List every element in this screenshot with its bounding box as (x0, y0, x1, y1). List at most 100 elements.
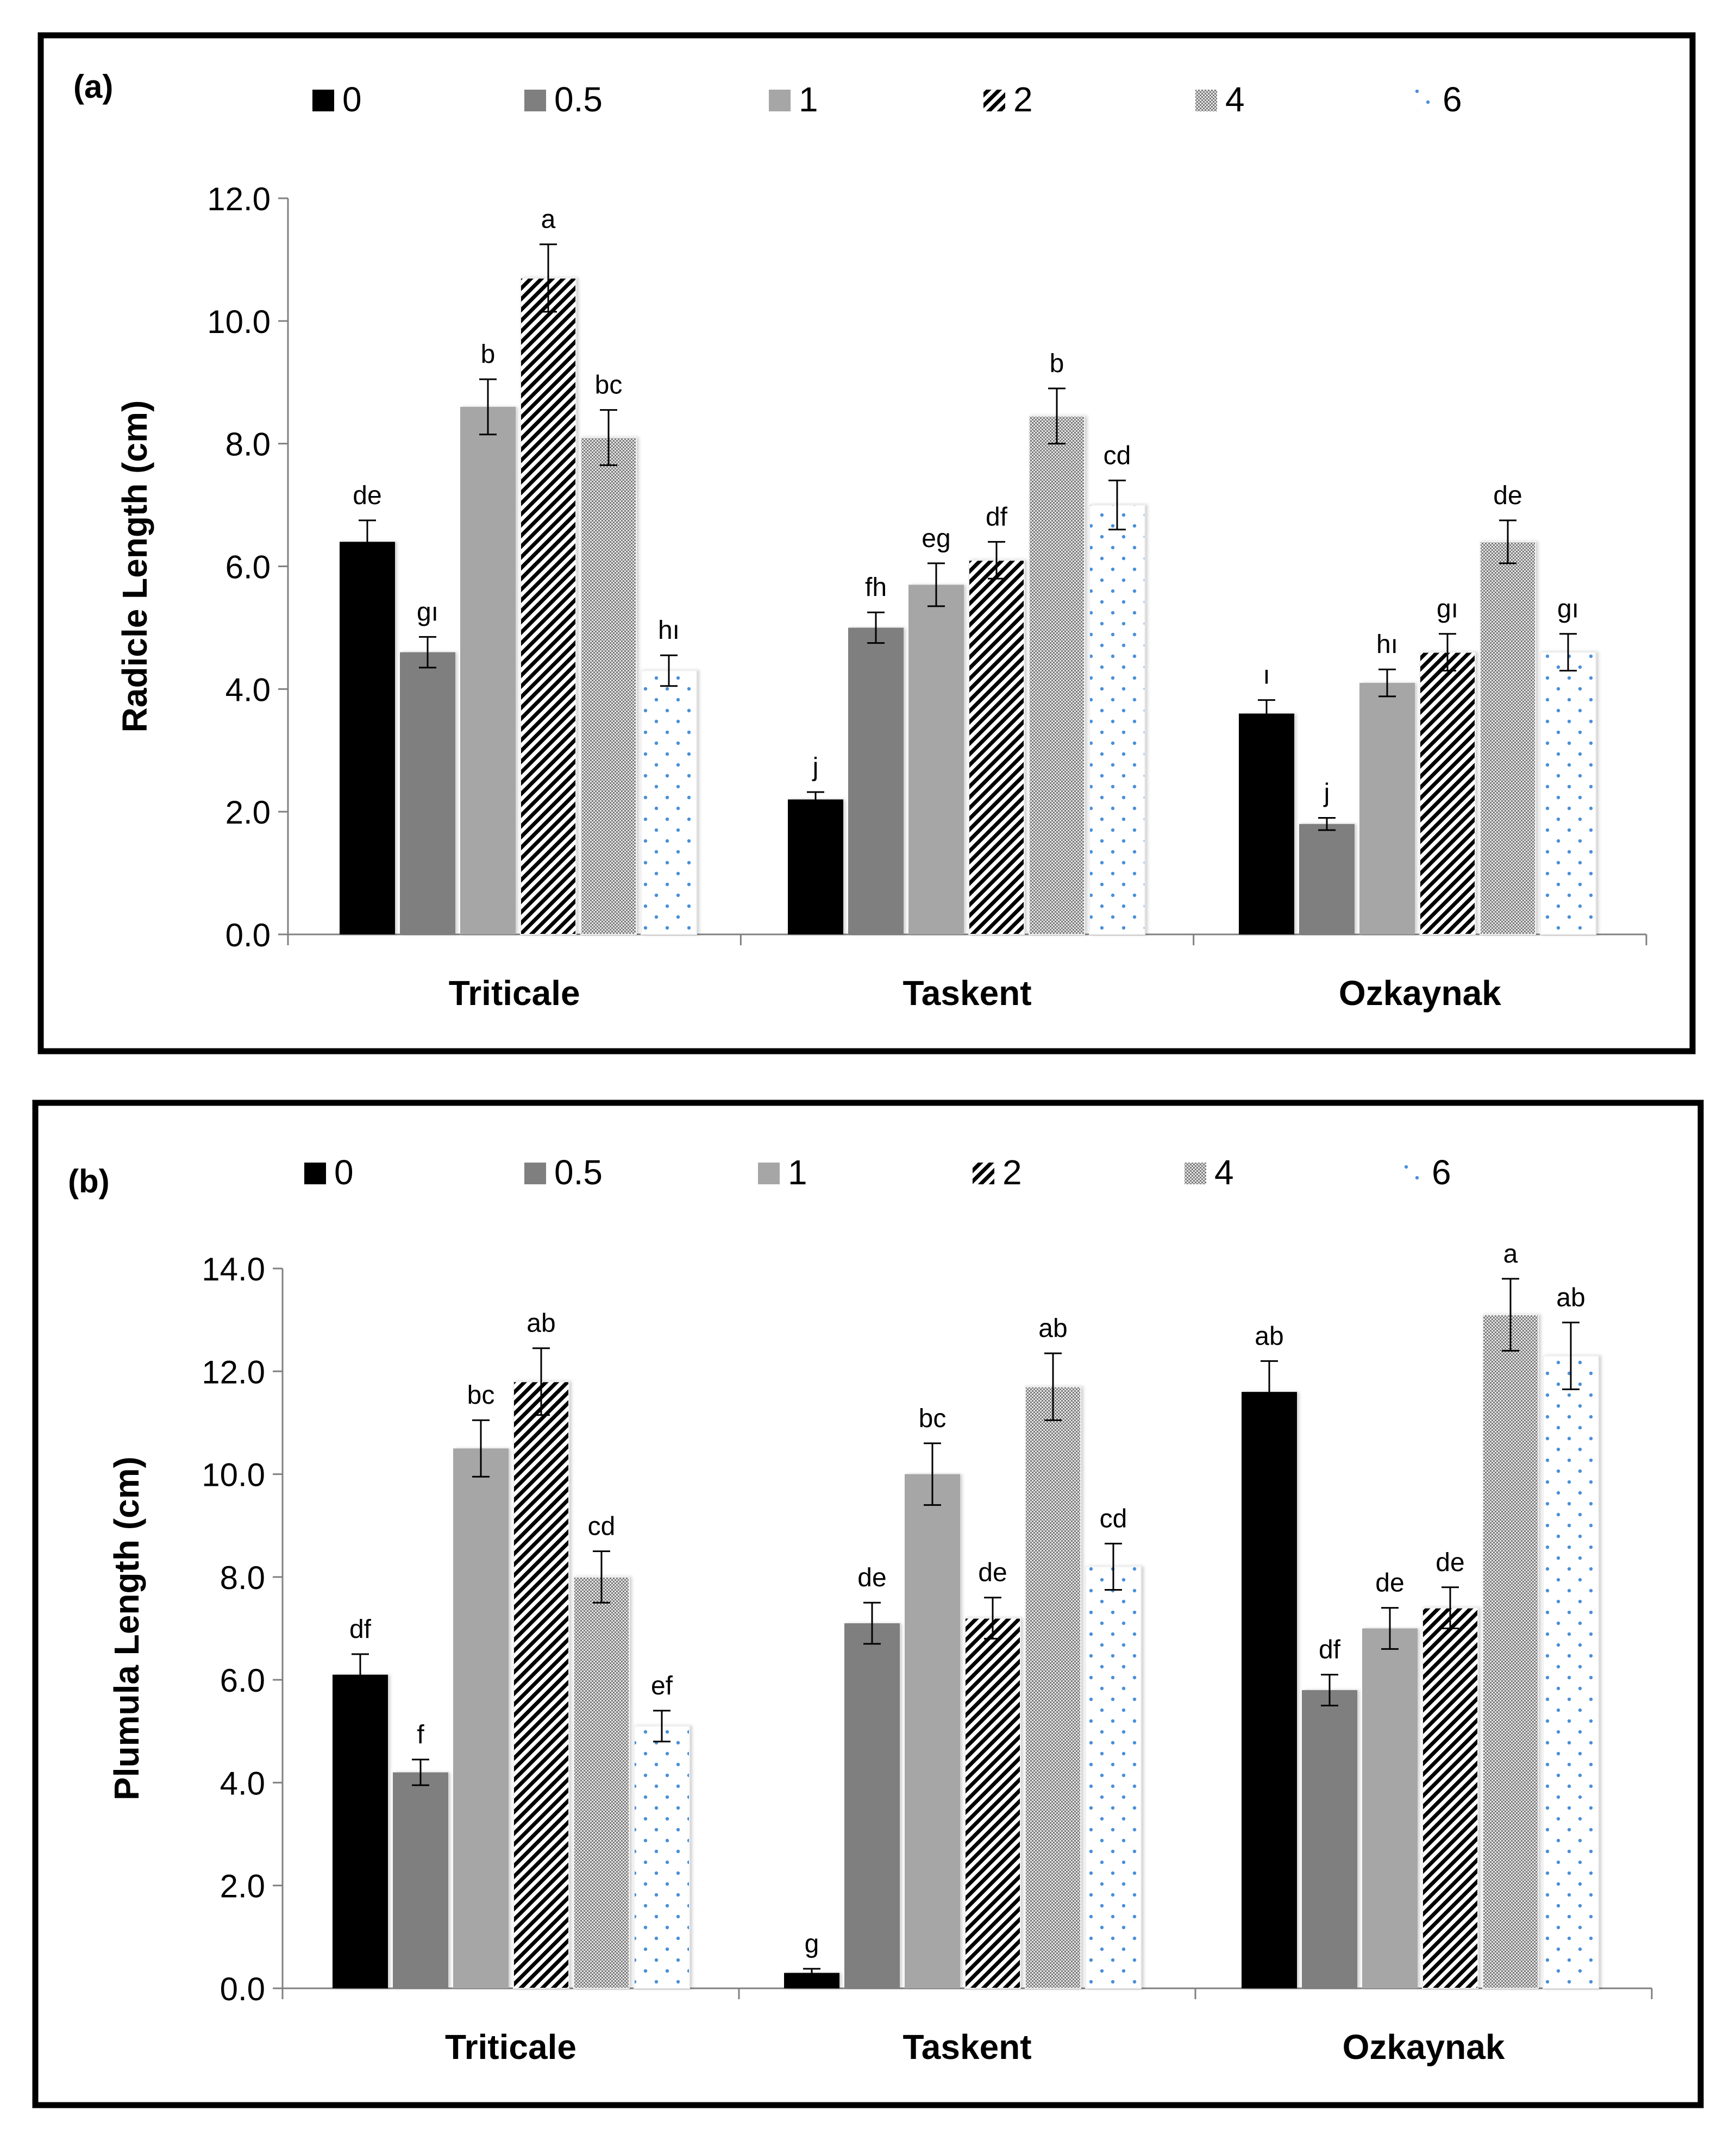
legend-swatch (758, 1163, 780, 1184)
bar-0_5-triticale (393, 1772, 448, 1988)
legend-label: 1 (788, 1153, 807, 1192)
significance-letter: gı (1557, 595, 1579, 624)
legend-label: 4 (1214, 1153, 1234, 1192)
significance-letter: eg (922, 524, 950, 553)
bar-1-ozkaynak (1362, 1628, 1418, 1988)
significance-letter: bc (919, 1404, 947, 1433)
significance-letter: ef (651, 1672, 673, 1700)
legend-swatch (304, 1163, 326, 1184)
significance-letter: ab (1038, 1314, 1067, 1343)
legend-label: 6 (1432, 1153, 1451, 1192)
significance-letter: j (1323, 778, 1330, 807)
y-tick-label: 12.0 (207, 181, 271, 217)
legend-swatch (973, 1163, 994, 1184)
bar-0_5-ozkaynak (1299, 824, 1355, 934)
significance-letter: bc (467, 1381, 495, 1410)
bar-1-triticale (460, 406, 516, 934)
y-axis-title: Radicle Length (cm) (115, 400, 154, 733)
bar-0_5-triticale (400, 652, 455, 934)
panel-a-plot: 0.0 2.0 4.0 6.0 8.0 10.0 12.0 Triticale Taskent O… (115, 80, 1647, 1013)
panel-b-label: (b) (68, 1163, 110, 1200)
panel-a-label: (a) (73, 68, 113, 105)
significance-letter: de (1436, 1548, 1464, 1577)
y-tick-label: 10.0 (202, 1457, 265, 1493)
legend-swatch (524, 1163, 546, 1184)
significance-letter: de (1375, 1569, 1404, 1598)
significance-letter: df (349, 1615, 372, 1644)
y-tick-label: 10.0 (207, 304, 271, 340)
y-tick-label: 12.0 (202, 1354, 265, 1390)
bar-4-taskent (1029, 415, 1085, 935)
legend-swatch (312, 90, 334, 111)
legend-swatch (1413, 90, 1434, 111)
bar-6-taskent (1089, 504, 1145, 935)
significance-letter: ab (1255, 1322, 1283, 1351)
legend-label: 0 (334, 1153, 354, 1192)
significance-letter: df (986, 503, 1008, 531)
significance-letter: j (812, 753, 819, 782)
y-tick-label: 2.0 (225, 794, 271, 831)
bar-0-ozkaynak (1239, 713, 1294, 934)
legend-swatch (524, 90, 546, 111)
bar-2-ozkaynak (1422, 1607, 1478, 1989)
y-tick-label: 4.0 (225, 671, 271, 708)
category-label: Taskent (903, 974, 1031, 1013)
legend-label: 6 (1443, 80, 1462, 119)
bar-0_5-taskent (844, 1623, 900, 1988)
category-label: Ozkaynak (1343, 2027, 1505, 2067)
y-tick-label: 6.0 (220, 1662, 265, 1699)
significance-letter: df (1319, 1636, 1341, 1665)
significance-letter: cd (1104, 441, 1131, 470)
bar-1-ozkaynak (1359, 683, 1415, 934)
y-tick-label: 8.0 (225, 426, 271, 463)
bar-4-triticale (573, 1576, 630, 1989)
bar-4-ozkaynak (1482, 1314, 1539, 1989)
y-tick-label: 0.0 (225, 917, 271, 953)
significance-letter: ı (1263, 661, 1270, 690)
y-tick-label: 14.0 (202, 1251, 265, 1288)
y-axis-title: Plumula Length (cm) (107, 1456, 146, 1800)
bar-2-ozkaynak (1419, 651, 1476, 935)
legend-label: 4 (1225, 80, 1245, 119)
significance-letter: cd (588, 1512, 616, 1541)
significance-letter: de (857, 1563, 886, 1592)
legend-swatch (769, 90, 791, 111)
bar-1-taskent (905, 1474, 960, 1988)
category-label: Ozkaynak (1339, 974, 1501, 1013)
bar-6-ozkaynak (1540, 651, 1596, 935)
legend-label: 0.5 (554, 1153, 603, 1192)
bar-2-triticale (513, 1381, 569, 1989)
significance-letter: hı (1376, 630, 1398, 659)
bar-2-triticale (520, 277, 576, 935)
bar-1-triticale (453, 1448, 509, 1988)
bar-4-taskent (1025, 1386, 1081, 1989)
legend-label: 0.5 (554, 80, 603, 119)
significance-letter: bc (595, 371, 623, 400)
significance-letter: f (417, 1720, 424, 1749)
significance-letter: b (481, 340, 496, 369)
bar-6-taskent (1085, 1566, 1142, 1989)
bar-2-taskent (964, 1617, 1021, 1989)
legend-label: 0 (342, 80, 362, 119)
bar-6-triticale (641, 670, 697, 935)
significance-letter: a (541, 205, 556, 234)
significance-letter: de (978, 1559, 1007, 1587)
category-label: Taskent (903, 2027, 1031, 2067)
significance-letter: ab (527, 1309, 555, 1338)
y-tick-label: 8.0 (220, 1560, 265, 1596)
bar-1-taskent (908, 585, 964, 934)
y-tick-label: 4.0 (220, 1765, 265, 1801)
legend-swatch (1185, 1163, 1206, 1184)
significance-letter: b (1050, 349, 1064, 378)
bar-0_5-taskent (848, 627, 904, 934)
bar-6-triticale (634, 1725, 690, 1989)
bar-4-triticale (580, 437, 637, 935)
legend-label: 1 (799, 80, 818, 119)
legend-label: 2 (1013, 80, 1033, 119)
significance-letter: de (1493, 481, 1522, 510)
category-label: Triticale (445, 2027, 576, 2067)
bar-0-triticale (333, 1674, 388, 1988)
bar-0_5-ozkaynak (1302, 1690, 1357, 1988)
bar-0-triticale (340, 542, 395, 934)
